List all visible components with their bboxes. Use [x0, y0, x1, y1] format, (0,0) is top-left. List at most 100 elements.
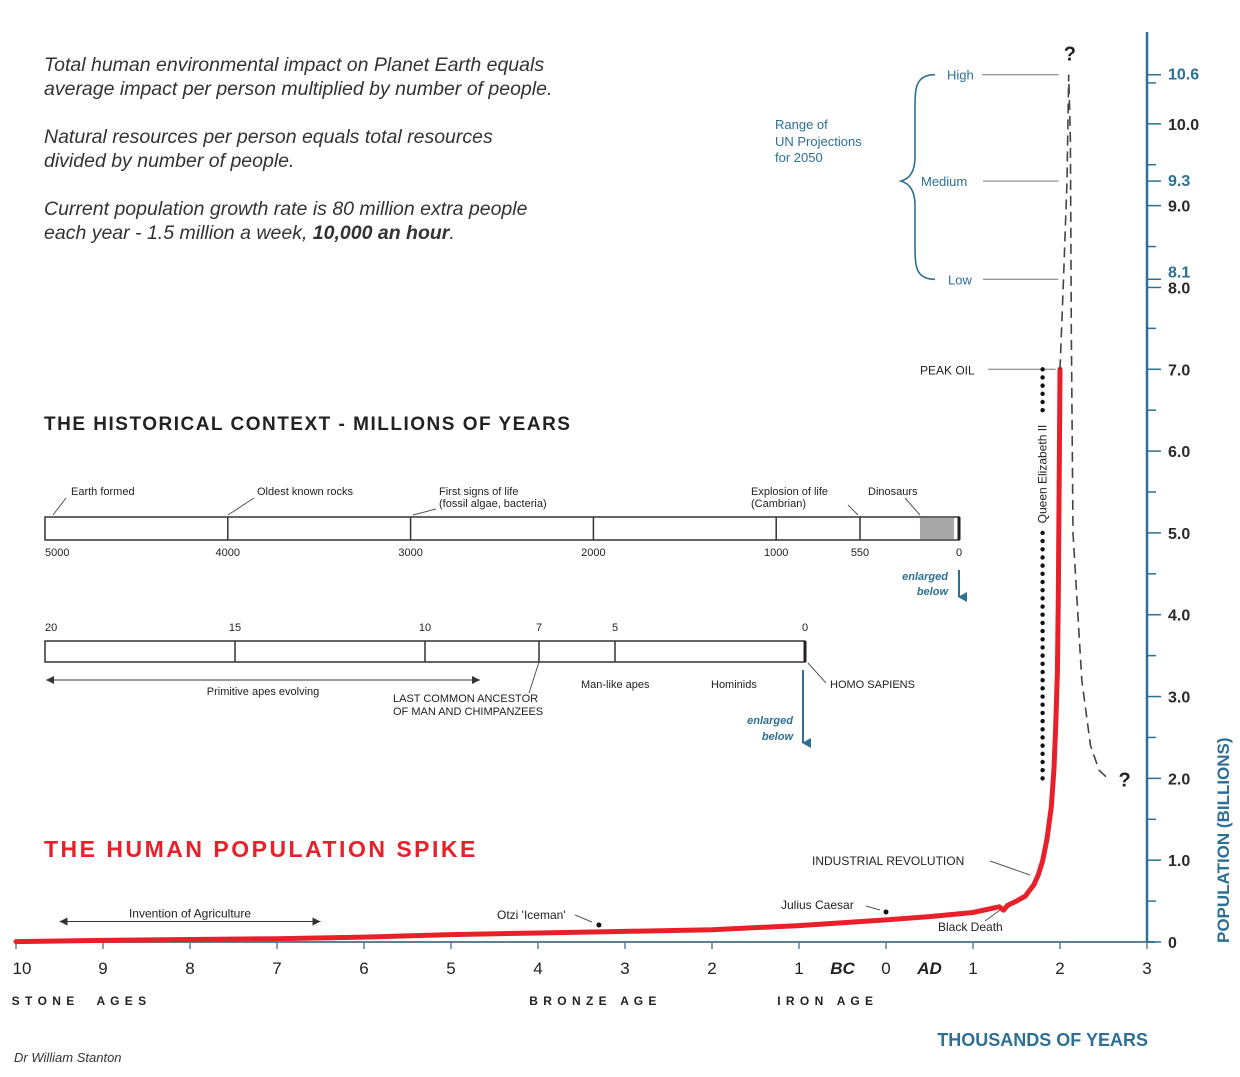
- intro-emphasis: 10,000 an hour: [312, 222, 450, 244]
- x-tick-label: 10: [13, 959, 32, 978]
- queen-elizabeth-dot: [1040, 571, 1045, 577]
- primitive-apes-label: Primitive apes evolving: [207, 686, 320, 698]
- intro-paragraph-2: Natural resources per person equals tota…: [44, 125, 493, 173]
- event-leader: [904, 497, 921, 516]
- timeline-event-label: First signs of life: [439, 486, 518, 498]
- x-tick-label: 0: [881, 959, 890, 978]
- era-bc-label: BC: [830, 959, 855, 978]
- dinosaur-range: [919, 518, 955, 539]
- queen-elizabeth-dot: [1040, 743, 1045, 748]
- queen-elizabeth-dot: [1040, 645, 1045, 650]
- timeline-bar-1-tick-label: 550: [851, 547, 869, 559]
- intro-line: each year - 1.5 million a week,: [44, 222, 308, 244]
- era-label: I R O N A G E: [777, 994, 874, 1008]
- queen-elizabeth-dot: [1040, 694, 1045, 699]
- x-tick-label: 5: [446, 959, 455, 978]
- queen-elizabeth-dot: [1040, 637, 1045, 642]
- hominids-label: Hominids: [711, 679, 757, 691]
- homo-sapiens-label: HOMO SAPIENS: [830, 679, 915, 691]
- projection-question-mark: ?: [1064, 44, 1076, 66]
- queen-elizabeth-dot: [1040, 628, 1045, 634]
- last-common-ancestor-label: OF MAN AND CHIMPANZEES: [393, 706, 543, 718]
- queen-elizabeth-dot: [1040, 375, 1045, 380]
- queen-elizabeth-dot: [1040, 563, 1045, 568]
- timeline-event-label: Explosion of life: [751, 486, 828, 498]
- intro-line: Total human environmental impact on Plan…: [44, 54, 545, 76]
- x-tick-label: 9: [98, 959, 107, 978]
- intro-paragraph-3: Current population growth rate is 80 mil…: [44, 197, 527, 245]
- julius-caesar-leader: [865, 905, 881, 911]
- y-tick-label: 6.0: [1168, 444, 1190, 461]
- y-tick-label: 7.0: [1168, 362, 1190, 379]
- queen-elizabeth-dot: [1040, 661, 1045, 667]
- queen-elizabeth-dot: [1040, 759, 1045, 765]
- x-tick-label: 6: [359, 959, 368, 978]
- homo-sapiens-leader: [807, 662, 827, 684]
- y-projection-label: 10.6: [1168, 67, 1199, 84]
- queen-elizabeth-dot: [1040, 653, 1045, 658]
- queen-elizabeth-dot: [1040, 718, 1045, 724]
- y-tick-label: 10.0: [1168, 117, 1199, 134]
- timeline-event-label: Earth formed: [71, 486, 135, 498]
- timeline-bar-1-tick-label: 5000: [45, 547, 69, 559]
- queen-elizabeth-dot: [1040, 587, 1045, 593]
- un-range-label: Range of: [775, 117, 828, 132]
- queen-elizabeth-dot: [1040, 407, 1045, 413]
- enlarged-label: enlarged: [902, 571, 948, 583]
- y-tick-label: 2.0: [1168, 771, 1190, 788]
- intro-line: Natural resources per person equals tota…: [44, 126, 493, 148]
- queen-elizabeth-dot: [1040, 727, 1045, 732]
- queen-elizabeth-dot: [1040, 776, 1045, 781]
- population-line: [13, 366, 1063, 945]
- x-tick-label: 2: [707, 959, 716, 978]
- y-tick-label: 3.0: [1168, 690, 1190, 707]
- last-common-ancestor-label: LAST COMMON ANCESTOR: [393, 693, 538, 705]
- un-range-brace: [898, 73, 936, 281]
- enlarged-label: below: [762, 731, 795, 743]
- timeline-bar-2-tick-label: 15: [229, 622, 241, 634]
- era-label: B R O N Z E A G E: [529, 994, 657, 1008]
- y-tick-label: 0: [1168, 935, 1177, 952]
- intro-line-end: .: [449, 222, 455, 244]
- projection-question-mark: ?: [1119, 769, 1131, 791]
- timeline-event-label: (fossil algae, bacteria): [439, 498, 547, 510]
- intro-paragraph-1: Total human environmental impact on Plan…: [44, 53, 552, 101]
- queen-elizabeth-dot: [1040, 538, 1045, 544]
- timeline-bar-1-tick-label: 3000: [398, 547, 422, 559]
- historical-title: THE HISTORICAL CONTEXT - MILLIONS OF YEA…: [44, 414, 572, 435]
- black-death-label: Black Death: [938, 920, 1003, 934]
- queen-elizabeth-dot: [1040, 596, 1045, 601]
- queen-elizabeth-dot: [1040, 669, 1045, 675]
- timeline-bar-1-tick-label: 0: [956, 547, 962, 559]
- otzi-leader: [574, 914, 593, 923]
- timeline-bar-2-tick-label: 10: [419, 622, 431, 634]
- queen-elizabeth-label: Queen Elizabeth II: [1036, 425, 1050, 524]
- un-range-label: for 2050: [775, 150, 823, 165]
- queen-elizabeth-dot: [1040, 767, 1045, 773]
- queen-elizabeth-dot: [1040, 579, 1045, 585]
- queen-elizabeth-dot: [1040, 735, 1045, 740]
- queen-elizabeth-dot: [1040, 391, 1045, 397]
- era-ad-label: AD: [916, 959, 942, 978]
- queen-elizabeth-dot: [1040, 686, 1045, 691]
- event-leader: [412, 508, 437, 516]
- x-tick-label: 4: [533, 959, 542, 978]
- event-leader: [227, 497, 255, 516]
- era-label: S T O N E A G E S: [12, 994, 147, 1008]
- y-axis-title: POPULATION (BILLIONS): [1214, 737, 1233, 943]
- y-tick-label: 8.0: [1168, 280, 1190, 297]
- timeline-bar-1-tick-label: 2000: [581, 547, 605, 559]
- black-death-leader: [984, 909, 1001, 922]
- timeline-bar-1-tick-label: 1000: [764, 547, 788, 559]
- chart-title: THE HUMAN POPULATION SPIKE: [44, 836, 478, 862]
- un-range-label: UN Projections: [775, 134, 862, 149]
- lca-leader: [528, 661, 540, 694]
- queen-elizabeth-dot: [1040, 367, 1045, 372]
- timeline-bar-2-tick-label: 5: [612, 622, 618, 634]
- plot-series: ??: [13, 44, 1131, 945]
- x-tick-label: 7: [272, 959, 281, 978]
